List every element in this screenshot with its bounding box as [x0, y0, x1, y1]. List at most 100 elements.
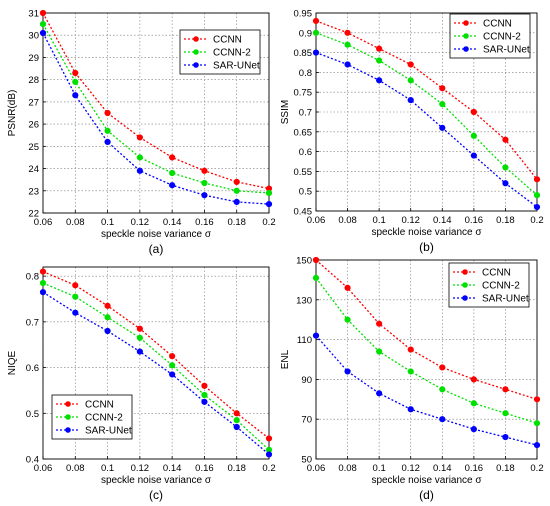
- plot-frame: [42, 266, 270, 460]
- data-point-sar-unet: [136, 348, 143, 355]
- legend-label-sar-unet: SAR-UNet: [483, 45, 530, 56]
- legend-label-ccnn: CCNN: [213, 35, 242, 46]
- data-point-sar-unet: [439, 124, 446, 131]
- data-point-ccnn: [39, 9, 47, 17]
- data-point-ccnn: [169, 154, 176, 161]
- panel-caption: (b): [419, 240, 434, 254]
- data-point-ccnn-2: [533, 192, 541, 199]
- data-point-ccnn: [439, 364, 446, 371]
- data-point-sar-unet: [201, 398, 208, 405]
- x-tick-label: 0.06: [307, 463, 326, 474]
- x-tick-label: 0.2: [530, 215, 543, 226]
- x-tick-label: 0.1: [373, 215, 386, 226]
- x-tick-label: 0.18: [227, 217, 246, 228]
- data-point-ccnn: [72, 69, 79, 77]
- y-tick-label: 27: [28, 97, 39, 108]
- legend-label-sar-unet: SAR-UNet: [85, 426, 132, 437]
- data-point-ccnn-2: [376, 348, 383, 355]
- x-tick-label: 0.18: [496, 215, 515, 226]
- data-point-ccnn-2: [201, 391, 208, 399]
- data-point-sar-unet: [169, 182, 176, 189]
- x-tick-label: 0.18: [496, 463, 515, 474]
- data-point-ccnn: [201, 167, 208, 174]
- x-tick-label: 0.12: [131, 217, 150, 228]
- data-point-sar-unet: [376, 390, 383, 397]
- x-axis-label: speckle noise variance σ: [101, 475, 212, 486]
- legend-marker-ccnn-2: [65, 414, 71, 420]
- x-tick-label: 0.16: [195, 463, 214, 474]
- legend-label-ccnn-2: CCNN-2: [483, 32, 521, 43]
- data-point-ccnn-2: [136, 154, 143, 161]
- series-line-sar-unet: [42, 291, 270, 455]
- x-tick-label: 0.1: [101, 463, 114, 474]
- legend: CCNN CCNN-2 SAR-UNet: [449, 13, 531, 59]
- x-tick-label: 0.1: [101, 217, 114, 228]
- data-point-sar-unet: [39, 29, 47, 37]
- panel-caption: (a): [149, 242, 164, 256]
- legend-label-ccnn: CCNN: [483, 19, 512, 30]
- series-line-ccnn: [315, 259, 538, 400]
- legend: CCNN CCNN-2 SAR-UNet: [51, 394, 133, 440]
- x-tick-label: 0.08: [338, 463, 357, 474]
- data-point-ccnn: [407, 346, 414, 353]
- series-line-ccnn: [42, 270, 270, 439]
- data-point-ccnn-2: [376, 57, 383, 64]
- y-tick-label: 0.5: [26, 409, 39, 420]
- y-tick-label: 0.4: [26, 455, 39, 466]
- legend-label-ccnn-2: CCNN-2: [482, 281, 520, 292]
- x-tick-label: 0.06: [34, 463, 53, 474]
- data-point-ccnn-2: [439, 100, 446, 108]
- series-line-sar-unet: [315, 51, 538, 208]
- data-point-sar-unet: [312, 49, 320, 56]
- legend-label-ccnn-2: CCNN-2: [213, 48, 251, 59]
- legend-marker-sar-unet: [193, 62, 199, 68]
- data-point-ccnn: [312, 256, 320, 264]
- legend-marker-ccnn-2: [193, 49, 199, 55]
- y-tick-label: 0.45: [294, 207, 313, 218]
- x-tick-label: 0.1: [373, 463, 386, 474]
- y-tick-label: 0.6: [26, 363, 39, 374]
- data-point-ccnn-2: [502, 164, 509, 171]
- data-point-ccnn-2: [312, 274, 320, 282]
- legend-label-sar-unet: SAR-UNet: [213, 61, 260, 72]
- x-tick-label: 0.16: [195, 217, 214, 228]
- data-point-sar-unet: [470, 426, 477, 433]
- x-tick-label: 0.18: [227, 463, 246, 474]
- data-point-sar-unet: [265, 201, 273, 208]
- data-point-ccnn-2: [344, 316, 351, 323]
- y-tick-label: 90: [301, 375, 312, 386]
- data-point-ccnn: [136, 134, 143, 141]
- legend-marker-ccnn-2: [463, 33, 469, 39]
- x-tick-label: 0.12: [131, 463, 150, 474]
- data-point-ccnn-2: [265, 189, 273, 197]
- x-tick-label: 0.16: [465, 463, 484, 474]
- y-tick-label: 0.85: [294, 48, 313, 59]
- legend-label-ccnn-2: CCNN-2: [85, 413, 123, 424]
- data-point-sar-unet: [39, 289, 47, 296]
- data-point-sar-unet: [533, 203, 541, 211]
- data-point-sar-unet: [533, 441, 541, 449]
- data-point-sar-unet: [312, 332, 320, 339]
- series-line-ccnn-2: [315, 277, 538, 424]
- x-tick-label: 0.06: [34, 217, 53, 228]
- data-point-ccnn: [136, 325, 143, 332]
- x-tick-label: 0.08: [338, 215, 357, 226]
- y-tick-label: 50: [301, 455, 312, 466]
- y-axis-label: SSIM: [280, 100, 291, 124]
- data-point-ccnn: [470, 376, 477, 383]
- y-tick-label: 0.9: [299, 28, 312, 39]
- data-point-ccnn-2: [470, 132, 477, 139]
- data-point-sar-unet: [470, 152, 477, 159]
- data-point-sar-unet: [502, 180, 509, 187]
- y-tick-label: 28: [28, 75, 39, 86]
- x-tick-label: 0.08: [66, 463, 85, 474]
- legend-marker-ccnn: [65, 401, 71, 407]
- data-point-sar-unet: [72, 309, 79, 316]
- data-point-ccnn-2: [233, 187, 240, 194]
- data-point-ccnn: [312, 17, 320, 25]
- data-point-sar-unet: [201, 192, 208, 199]
- data-point-sar-unet: [344, 61, 351, 68]
- y-tick-label: 0.7: [26, 317, 39, 328]
- data-point-ccnn-2: [72, 78, 79, 85]
- data-point-ccnn-2: [201, 179, 208, 187]
